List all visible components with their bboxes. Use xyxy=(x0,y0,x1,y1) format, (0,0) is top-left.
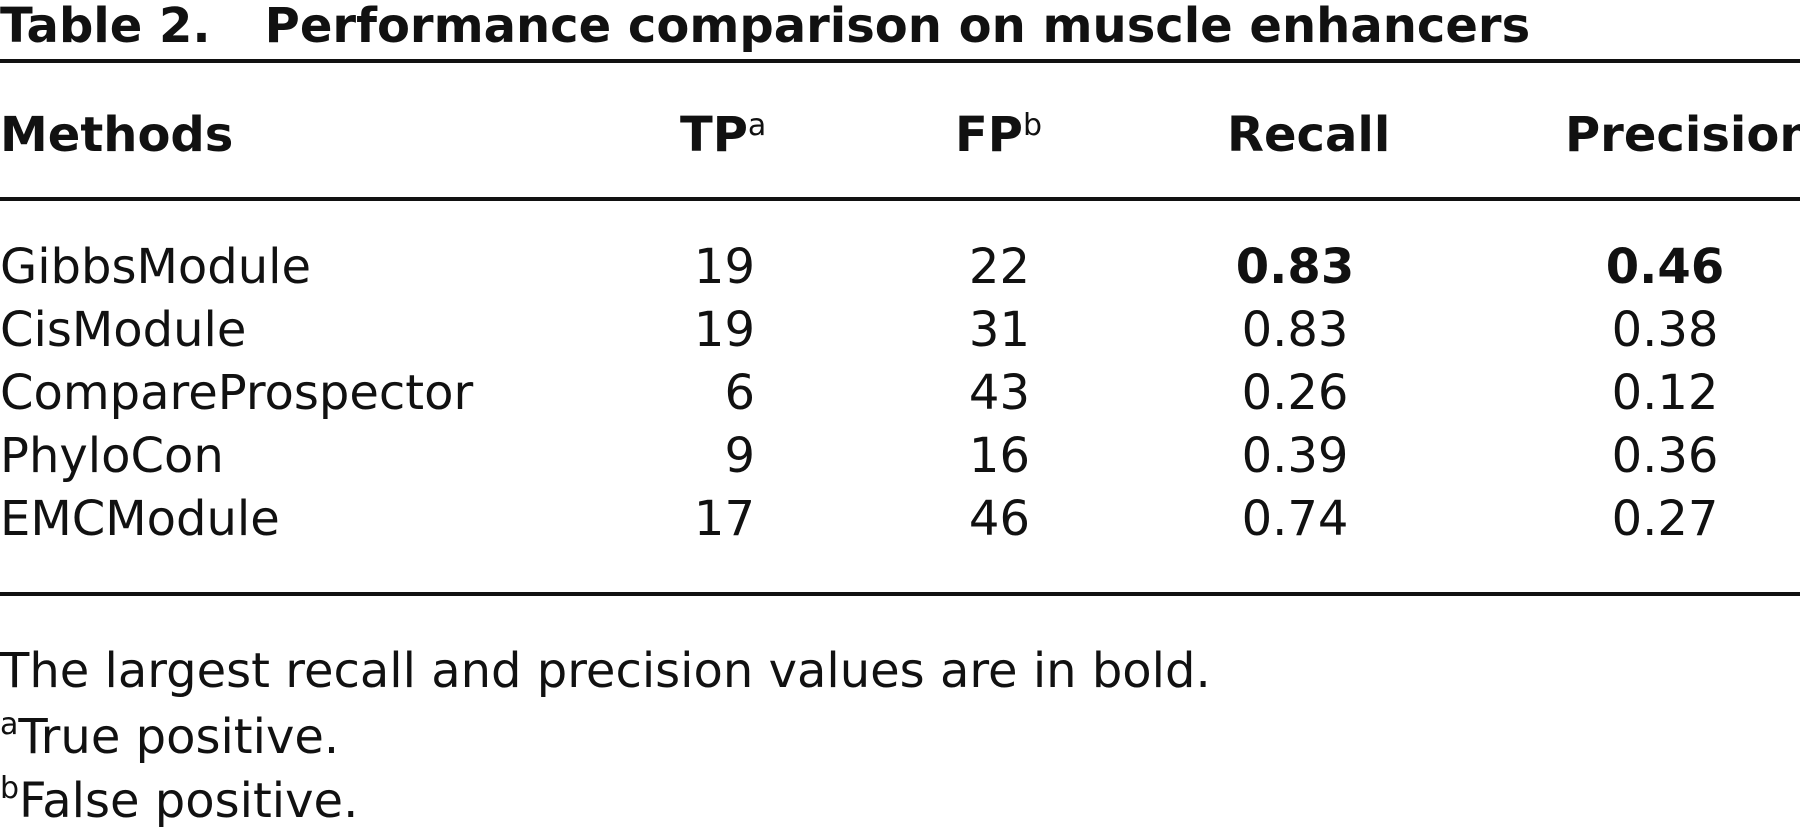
precision-cell: 0.36 xyxy=(1611,428,1719,484)
footnote-b-mark: b xyxy=(0,771,20,806)
recall-cell: 0.83 xyxy=(1235,239,1355,295)
table-title: Performance comparison on muscle enhance… xyxy=(264,0,1531,54)
table-body: GibbsModule 19 22 0.83 0.46 CisModule 19… xyxy=(0,236,1800,551)
tp-cell: 19 xyxy=(693,239,755,295)
fp-cell: 16 xyxy=(968,428,1030,484)
tp-cell: 17 xyxy=(693,491,755,547)
header-fp: FPb xyxy=(955,105,1042,165)
table-row: EMCModule 17 46 0.74 0.27 xyxy=(0,488,1800,551)
table-caption: Table 2. Performance comparison on muscle… xyxy=(0,0,1530,52)
precision-cell: 0.27 xyxy=(1611,491,1719,547)
method-cell: GibbsModule xyxy=(0,239,312,295)
fp-cell: 31 xyxy=(968,302,1030,358)
method-cell: EMCModule xyxy=(0,491,280,547)
bottom-rule xyxy=(0,592,1800,596)
precision-cell: 0.46 xyxy=(1605,239,1725,295)
fp-cell: 46 xyxy=(968,491,1030,547)
footnote-a: aTrue positive. xyxy=(0,706,339,768)
fp-cell: 22 xyxy=(968,239,1030,295)
header-tp-footnote-mark: a xyxy=(747,108,767,143)
footnote-bold-note: The largest recall and precision values … xyxy=(0,643,1211,699)
footnote-a-text: True positive. xyxy=(18,709,340,765)
header-tp-label: TP xyxy=(680,107,748,163)
header-recall: Recall xyxy=(1227,107,1391,163)
precision-cell: 0.38 xyxy=(1611,302,1719,358)
recall-cell: 0.74 xyxy=(1241,491,1349,547)
header-rule xyxy=(0,197,1800,201)
recall-cell: 0.26 xyxy=(1241,365,1349,421)
tp-cell: 6 xyxy=(724,365,755,421)
tp-cell: 9 xyxy=(724,428,755,484)
header-precision: Precision xyxy=(1565,107,1800,163)
table-row: PhyloCon 9 16 0.39 0.36 xyxy=(0,425,1800,488)
method-cell: CisModule xyxy=(0,302,247,358)
table-row: CompareProspector 6 43 0.26 0.12 xyxy=(0,362,1800,425)
footnote-b: bFalse positive. xyxy=(0,770,358,832)
table-row: CisModule 19 31 0.83 0.38 xyxy=(0,299,1800,362)
precision-cell: 0.12 xyxy=(1611,365,1719,421)
header-fp-footnote-mark: b xyxy=(1022,108,1043,143)
method-cell: PhyloCon xyxy=(0,428,224,484)
footnote-a-mark: a xyxy=(0,707,19,742)
recall-cell: 0.39 xyxy=(1241,428,1349,484)
header-tp: TPa xyxy=(680,105,766,165)
fp-cell: 43 xyxy=(968,365,1030,421)
header-fp-label: FP xyxy=(955,107,1023,163)
recall-cell: 0.83 xyxy=(1241,302,1349,358)
tp-cell: 19 xyxy=(693,302,755,358)
table-row: GibbsModule 19 22 0.83 0.46 xyxy=(0,236,1800,299)
top-rule xyxy=(0,59,1800,63)
header-methods: Methods xyxy=(0,107,234,163)
table-label: Table 2. xyxy=(0,0,211,54)
method-cell: CompareProspector xyxy=(0,365,474,421)
footnote-b-text: False positive. xyxy=(19,773,359,829)
